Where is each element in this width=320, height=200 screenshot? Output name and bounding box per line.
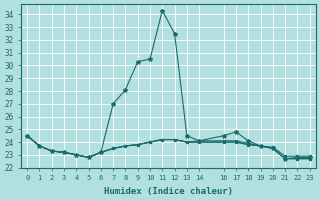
X-axis label: Humidex (Indice chaleur): Humidex (Indice chaleur) <box>104 187 233 196</box>
